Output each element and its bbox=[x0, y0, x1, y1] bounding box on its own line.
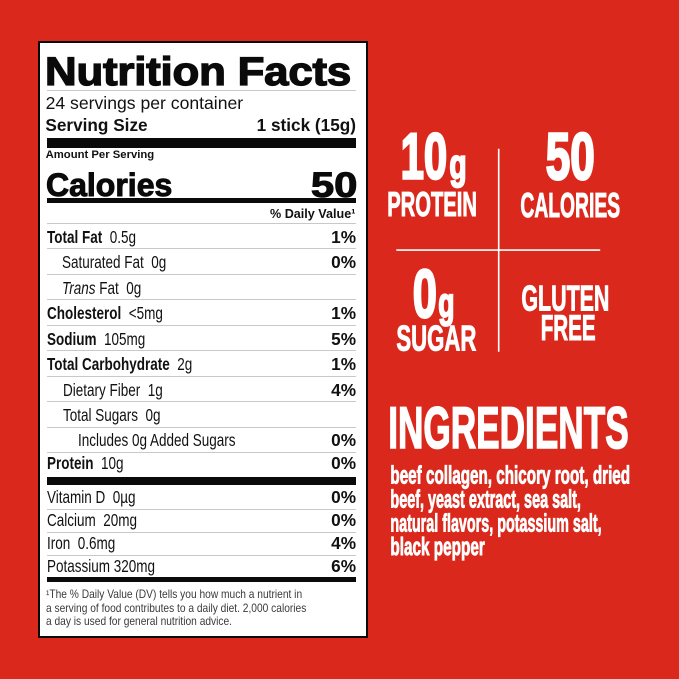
svg-text:PROTEIN: PROTEIN bbox=[387, 186, 477, 224]
svg-text:beef, yeast extract, sea salt,: beef, yeast extract, sea salt, bbox=[390, 485, 581, 513]
svg-text:natural flavors, potassium sal: natural flavors, potassium salt, bbox=[390, 509, 601, 537]
svg-text:10: 10 bbox=[401, 119, 448, 192]
svg-text:g: g bbox=[449, 140, 466, 187]
svg-text:GLUTEN: GLUTEN bbox=[521, 277, 609, 318]
svg-text:g: g bbox=[438, 279, 454, 326]
svg-text:CALORIES: CALORIES bbox=[520, 187, 620, 225]
svg-text:SUGAR: SUGAR bbox=[396, 317, 476, 358]
svg-text:INGREDIENTS: INGREDIENTS bbox=[388, 395, 629, 461]
svg-text:FREE: FREE bbox=[541, 307, 596, 348]
svg-text:50: 50 bbox=[546, 119, 595, 193]
svg-text:black pepper: black pepper bbox=[390, 533, 485, 561]
svg-text:0: 0 bbox=[413, 256, 437, 332]
svg-text:beef collagen, chicory root, d: beef collagen, chicory root, dried bbox=[390, 461, 630, 489]
